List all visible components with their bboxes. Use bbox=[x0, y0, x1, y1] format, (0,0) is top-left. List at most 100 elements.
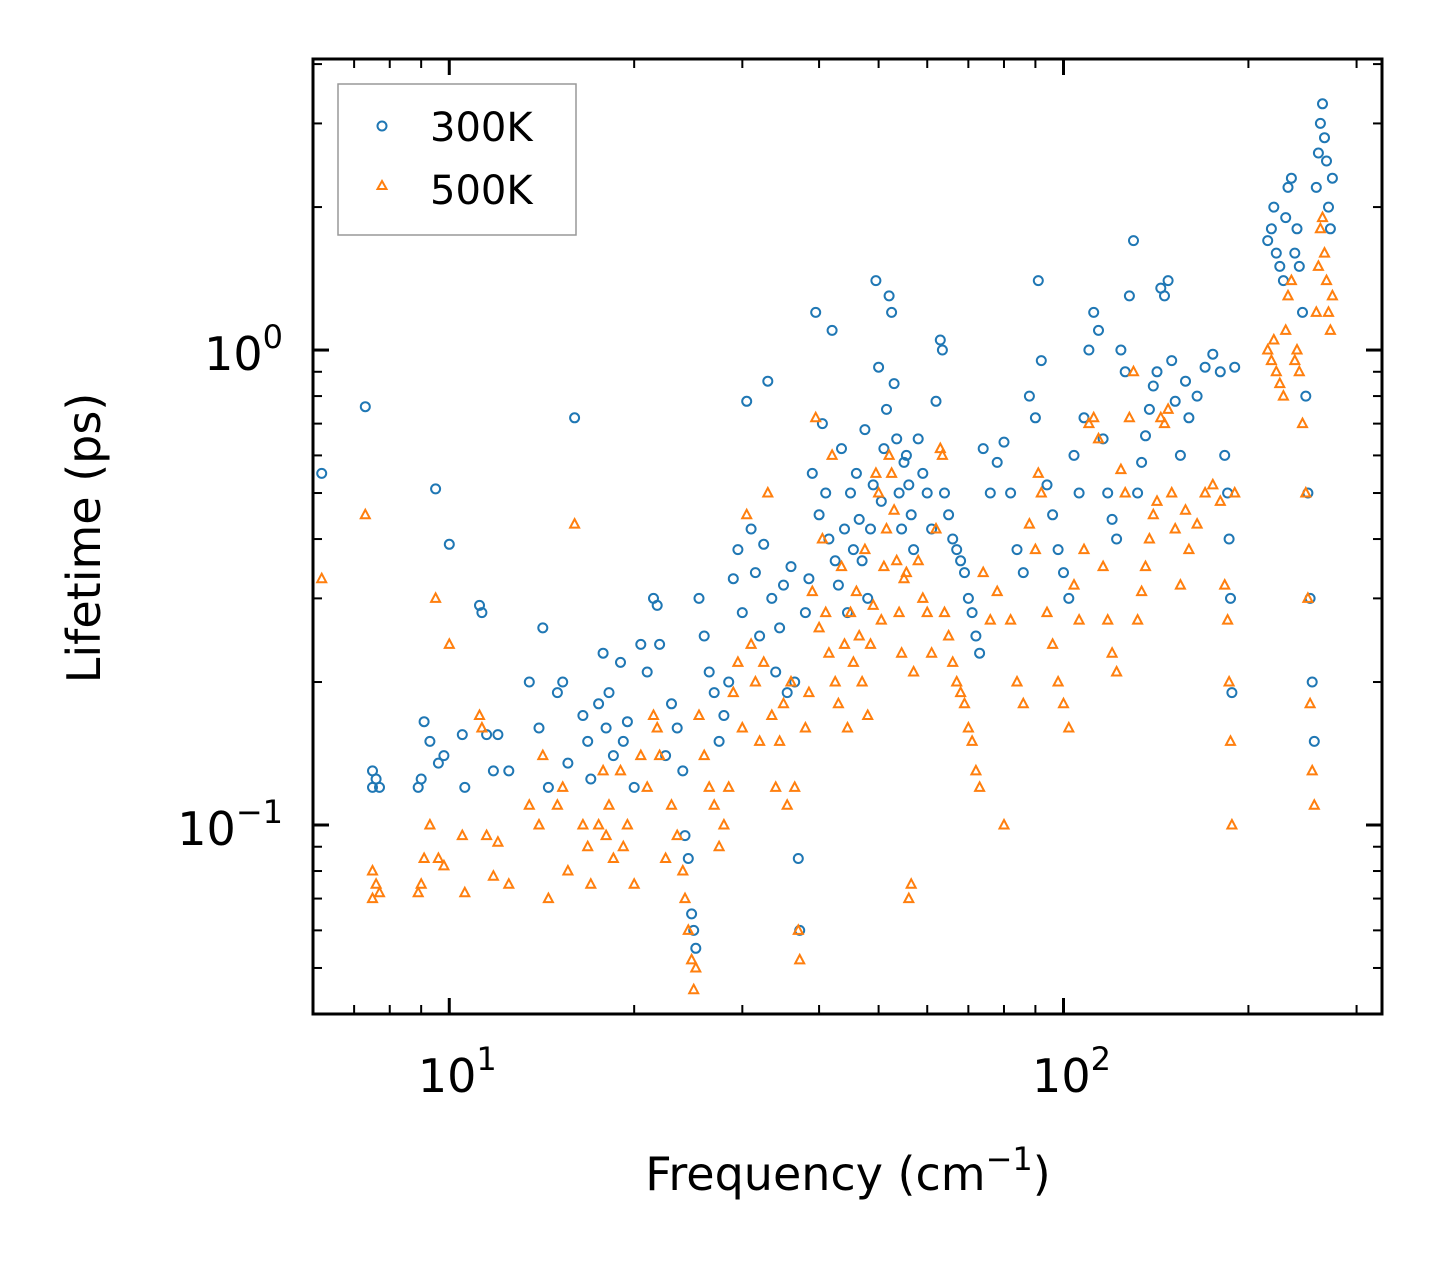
data-point bbox=[1318, 245, 1331, 258]
data-point bbox=[784, 674, 798, 687]
data-point bbox=[698, 630, 710, 642]
data-point bbox=[1262, 235, 1274, 247]
data-point bbox=[774, 622, 786, 634]
data-point bbox=[1073, 487, 1085, 499]
data-point bbox=[556, 780, 569, 792]
data-point bbox=[745, 523, 757, 535]
data-point bbox=[1143, 403, 1155, 415]
data-point bbox=[900, 565, 913, 578]
data-point bbox=[903, 479, 915, 491]
y-tick-exponent: 0 bbox=[263, 318, 283, 356]
data-point bbox=[1190, 516, 1204, 529]
data-point bbox=[788, 780, 801, 792]
data-point bbox=[769, 780, 782, 792]
data-point bbox=[1147, 507, 1160, 520]
data-point bbox=[951, 544, 963, 556]
data-point bbox=[1317, 98, 1328, 110]
data-point bbox=[475, 720, 489, 733]
data-point bbox=[685, 952, 698, 965]
data-point bbox=[1316, 210, 1329, 223]
data-point bbox=[736, 607, 748, 619]
data-point bbox=[491, 835, 505, 847]
data-point bbox=[641, 780, 654, 792]
data-point bbox=[970, 630, 982, 642]
x-axis-label-text: Frequency (cm bbox=[645, 1147, 985, 1201]
data-point bbox=[1159, 290, 1170, 302]
data-point bbox=[1169, 521, 1182, 534]
data-point bbox=[1150, 494, 1164, 506]
data-point bbox=[947, 533, 959, 545]
data-point bbox=[418, 716, 430, 728]
data-point bbox=[677, 765, 689, 777]
data-point bbox=[1280, 212, 1292, 224]
data-point bbox=[1191, 390, 1203, 402]
data-point bbox=[921, 605, 934, 618]
data-point bbox=[912, 433, 924, 445]
data-point bbox=[458, 885, 471, 898]
data-point bbox=[1308, 735, 1320, 747]
data-point bbox=[693, 592, 705, 604]
y-axis-label: Lifetime (ps) bbox=[57, 393, 111, 684]
data-point bbox=[523, 798, 536, 810]
data-point bbox=[430, 483, 442, 495]
data-point bbox=[958, 696, 971, 709]
data-point bbox=[1270, 364, 1283, 377]
data-point bbox=[359, 401, 371, 413]
data-point bbox=[1123, 290, 1135, 302]
data-point bbox=[1219, 449, 1231, 461]
data-point bbox=[1023, 516, 1036, 529]
data-point bbox=[476, 607, 488, 619]
data-point bbox=[607, 750, 619, 762]
data-point bbox=[708, 687, 720, 699]
data-point bbox=[703, 666, 715, 678]
data-point bbox=[885, 466, 898, 478]
data-point bbox=[1222, 674, 1236, 687]
data-point bbox=[942, 628, 955, 641]
data-point bbox=[1268, 201, 1280, 213]
legend-box bbox=[337, 83, 577, 236]
data-point bbox=[417, 851, 431, 863]
data-point bbox=[793, 952, 806, 965]
data-point bbox=[856, 555, 868, 567]
data-point bbox=[936, 344, 948, 356]
data-point bbox=[731, 655, 745, 667]
data-point bbox=[1023, 390, 1035, 402]
data-point bbox=[1057, 696, 1070, 709]
data-point bbox=[1140, 430, 1151, 442]
data-point bbox=[1214, 366, 1226, 378]
data-point bbox=[867, 479, 879, 491]
data-point bbox=[1225, 592, 1236, 604]
data-point bbox=[367, 781, 378, 793]
data-point bbox=[1229, 361, 1241, 373]
data-point bbox=[938, 605, 951, 618]
data-point bbox=[862, 592, 874, 604]
data-point bbox=[474, 599, 485, 611]
data-point bbox=[424, 735, 436, 747]
y-tick-label: 10−1 bbox=[177, 793, 283, 856]
data-point bbox=[1312, 259, 1325, 271]
data-point bbox=[873, 361, 885, 373]
data-point bbox=[754, 630, 766, 642]
data-point bbox=[316, 467, 328, 479]
data-point bbox=[1261, 342, 1274, 355]
data-point bbox=[736, 720, 749, 733]
data-point bbox=[1199, 361, 1211, 373]
y-tick-exponent: −1 bbox=[236, 793, 283, 831]
data-point bbox=[761, 485, 774, 498]
data-point bbox=[1207, 348, 1219, 360]
data-point bbox=[1110, 664, 1123, 677]
data-point bbox=[1017, 567, 1029, 579]
data-point bbox=[366, 891, 379, 904]
data-point bbox=[893, 487, 905, 499]
data-point bbox=[1119, 366, 1131, 378]
data-point bbox=[778, 579, 789, 591]
data-point bbox=[597, 647, 609, 659]
data-point bbox=[727, 573, 739, 585]
data-point bbox=[1087, 410, 1100, 423]
data-point bbox=[1174, 449, 1186, 461]
data-point bbox=[1088, 306, 1100, 318]
data-point bbox=[1290, 342, 1304, 355]
data-point bbox=[1267, 332, 1280, 345]
data-point bbox=[991, 584, 1004, 597]
